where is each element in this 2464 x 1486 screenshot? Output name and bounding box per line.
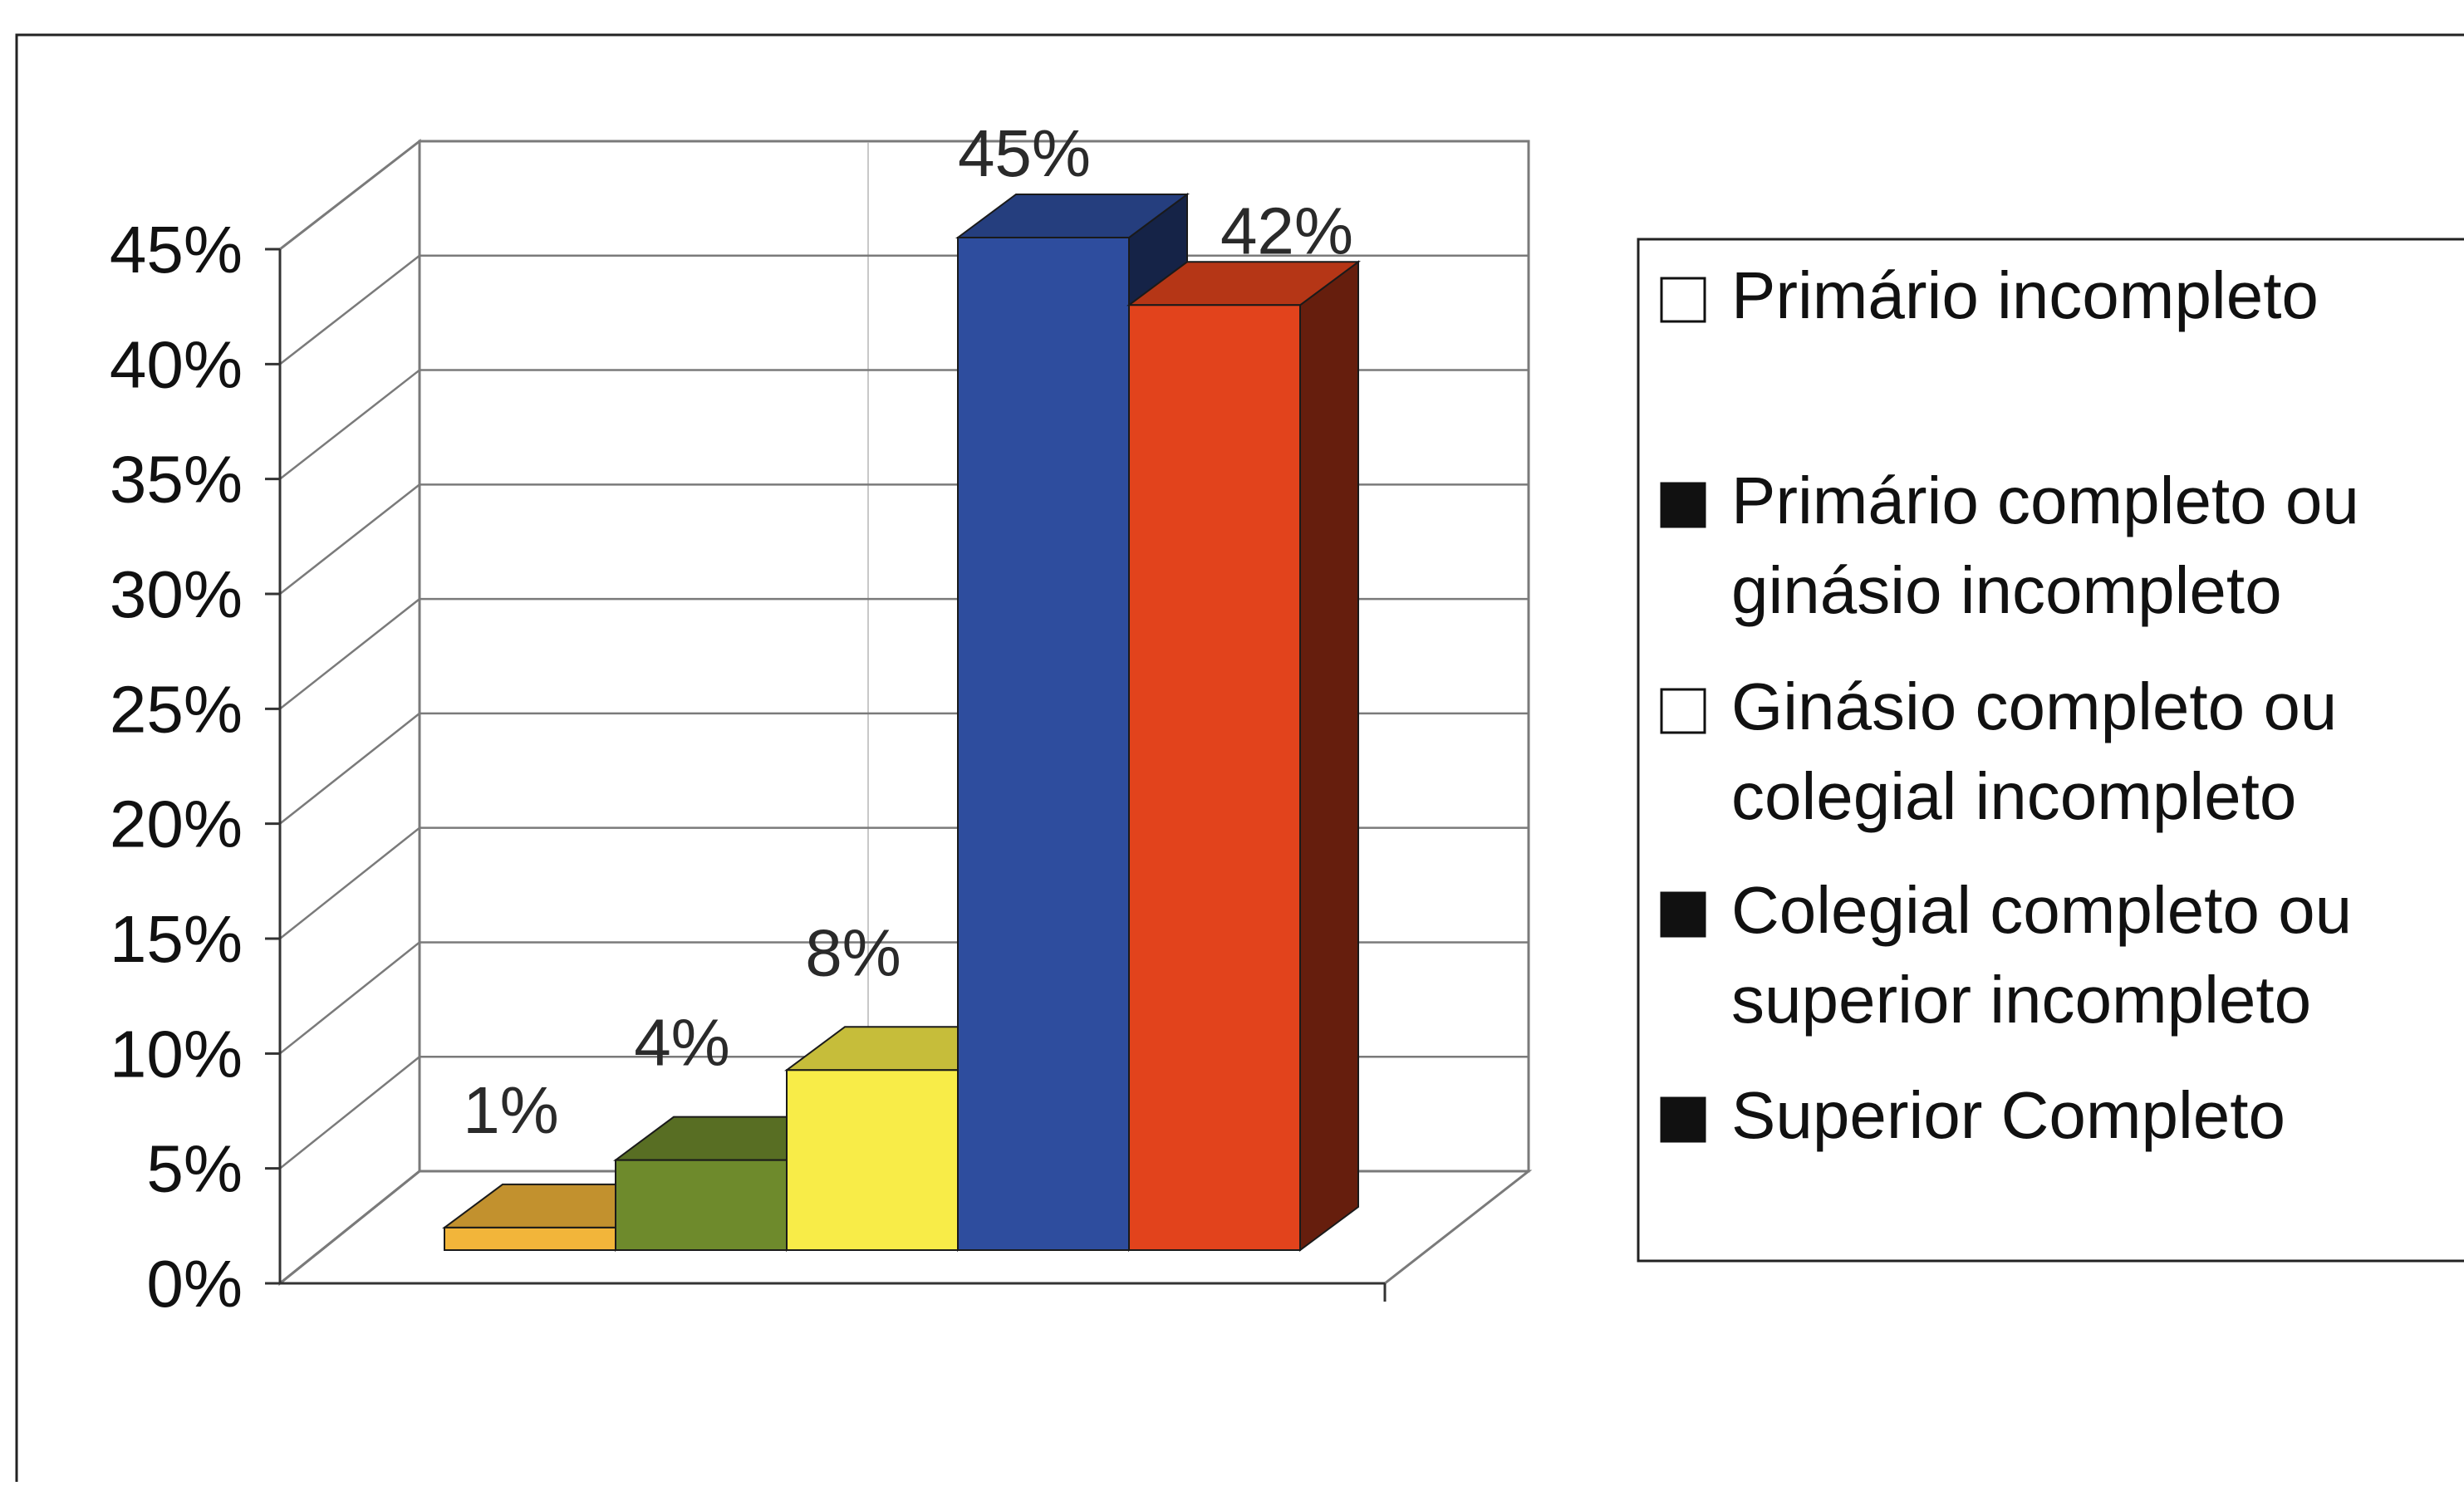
legend-label: ginásio incompleto <box>1731 553 2282 627</box>
y-tick-label: 30% <box>110 557 243 631</box>
y-tick-label: 5% <box>146 1132 243 1206</box>
legend-box <box>1637 238 2464 1263</box>
bar-front <box>615 1159 788 1251</box>
data-labels: 1% 4% 8% 45% 42% <box>463 116 1353 1147</box>
gridline-side <box>279 483 420 595</box>
gridline-side <box>279 254 420 365</box>
y-tick-label: 20% <box>110 787 243 861</box>
legend-label: colegial incompleto <box>1731 759 2296 833</box>
gridline-side <box>279 598 420 710</box>
legend-swatch <box>1660 891 1706 938</box>
data-label: 42% <box>1220 194 1353 267</box>
legend-label: Colegial completo ou <box>1731 873 2352 947</box>
gridline-side <box>279 140 420 250</box>
data-label: 1% <box>463 1073 559 1147</box>
legend-label: Primário incompleto <box>1731 258 2319 332</box>
axes <box>265 248 1387 1302</box>
bars <box>441 193 1362 1252</box>
y-tick-labels: 0% 5% 10% 15% 20% 25% 30% 35% 40% 45% <box>110 213 243 1321</box>
legend-item: Primário incompleto <box>1660 258 2319 332</box>
y-tick-label: 25% <box>110 672 243 746</box>
data-label: 4% <box>634 1006 730 1080</box>
legend-swatch <box>1660 277 1706 323</box>
y-tick-label: 10% <box>110 1017 243 1091</box>
gridline-side <box>279 1056 420 1170</box>
y-tick-label: 45% <box>110 213 243 287</box>
y-tick-label: 15% <box>110 902 243 976</box>
legend-label: Ginásio completo ou <box>1731 669 2337 743</box>
legend-item: Primário completo ou ginásio incompleto <box>1660 463 2359 627</box>
gridline-side <box>279 941 420 1055</box>
legend-item: Ginásio completo ou colegial incompleto <box>1660 669 2337 833</box>
legend-swatch <box>1660 688 1706 734</box>
legend-item: Superior Completo <box>1660 1078 2285 1152</box>
legend-label: superior incompleto <box>1731 963 2311 1037</box>
data-label: 45% <box>958 116 1091 190</box>
gridline-side <box>279 712 420 825</box>
bar-side <box>1299 260 1359 1252</box>
bar-front <box>957 237 1130 1251</box>
data-label: 8% <box>805 915 901 989</box>
y-tick-label: 0% <box>146 1247 243 1321</box>
bar-front <box>786 1069 959 1252</box>
bar-front <box>1128 304 1301 1251</box>
y-tick-label: 35% <box>110 443 243 517</box>
legend: Primário incompleto Primário completo ou g… <box>1637 238 2464 1263</box>
legend-swatch <box>1660 1096 1706 1143</box>
bar <box>1126 260 1362 1252</box>
gridline-side <box>279 826 420 939</box>
y-tick-label: 40% <box>110 327 243 401</box>
legend-swatch <box>1660 482 1706 528</box>
legend-label: Superior Completo <box>1731 1078 2285 1152</box>
legend-item: Colegial completo ou superior incompleto <box>1660 873 2352 1037</box>
legend-label: Primário completo ou <box>1731 463 2359 537</box>
gridline-side <box>279 369 420 480</box>
bar-front <box>444 1226 616 1252</box>
